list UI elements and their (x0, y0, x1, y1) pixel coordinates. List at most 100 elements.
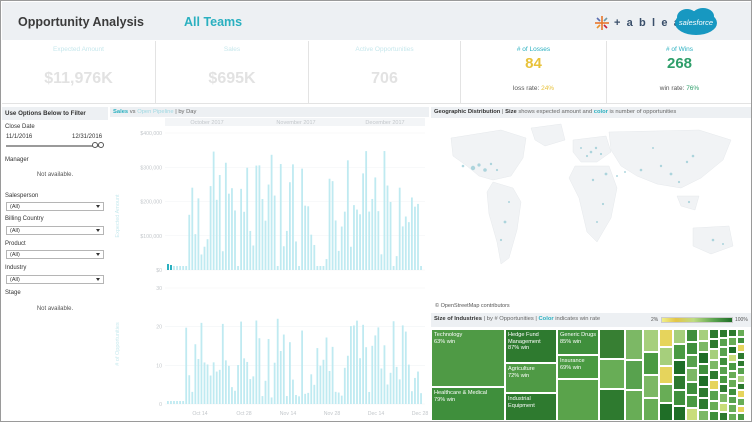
treemap-tile[interactable] (719, 329, 728, 339)
treemap-tile[interactable] (686, 355, 698, 369)
treemap-tile[interactable] (737, 367, 745, 375)
geo-desc-middle: shows expected amount and (516, 109, 594, 115)
treemap-tile[interactable] (719, 347, 728, 357)
treemap-tile[interactable] (737, 329, 745, 337)
treemap-tile[interactable] (643, 398, 659, 421)
treemap-tile[interactable] (698, 352, 709, 364)
treemap-tile[interactable] (599, 329, 625, 359)
treemap-tile[interactable] (698, 375, 709, 387)
industries-desc-b: indicates win rate (553, 316, 601, 322)
treemap-tile[interactable] (719, 384, 728, 394)
treemap-tile[interactable] (737, 344, 745, 352)
treemap-tile[interactable] (728, 395, 737, 405)
treemap-tile[interactable] (659, 402, 673, 421)
treemap-tile[interactable] (673, 329, 686, 345)
treemap-tile[interactable] (673, 344, 686, 360)
treemap-tile[interactable] (625, 359, 643, 391)
treemap-tile[interactable] (643, 352, 659, 375)
treemap-tile[interactable] (737, 398, 745, 406)
map-attribution[interactable]: © OpenStreetMap contributors (435, 303, 510, 309)
treemap-tile[interactable] (728, 337, 737, 346)
treemap-tile[interactable] (659, 329, 673, 348)
treemap-tile[interactable] (728, 387, 737, 396)
date-slider-start-handle[interactable] (92, 142, 98, 148)
treemap-tile[interactable] (643, 375, 659, 398)
treemap-tile[interactable] (686, 342, 698, 356)
treemap-tile[interactable] (709, 390, 719, 401)
treemap-tile[interactable] (698, 329, 709, 341)
treemap-tile[interactable] (659, 365, 673, 385)
treemap-tile[interactable] (737, 352, 745, 360)
treemap-tile[interactable]: Hedge Fund Management 87% win (505, 329, 557, 363)
treemap-tile[interactable] (737, 336, 745, 345)
treemap-tile[interactable] (737, 390, 745, 398)
amount-bar (282, 246, 285, 270)
treemap-tile[interactable] (686, 394, 698, 408)
treemap-tile[interactable] (599, 359, 625, 389)
treemap-tile[interactable] (709, 410, 719, 421)
treemap-tile[interactable] (643, 329, 659, 352)
treemap-tile[interactable] (686, 407, 698, 421)
treemap-tile[interactable] (719, 375, 728, 385)
treemap-tile[interactable] (737, 405, 745, 414)
treemap-tile[interactable] (709, 400, 719, 411)
treemap-tile[interactable] (709, 339, 719, 350)
treemap-tile[interactable] (686, 368, 698, 382)
treemap-tile[interactable] (728, 362, 737, 371)
date-slider-track[interactable] (6, 145, 100, 147)
treemap-tile[interactable] (686, 381, 698, 395)
treemap-tile[interactable] (709, 359, 719, 370)
treemap-tile[interactable] (728, 379, 737, 388)
treemap-tile[interactable] (719, 393, 728, 403)
amount-bar (331, 181, 334, 270)
industry-dropdown[interactable]: (All) (6, 275, 104, 284)
treemap-tile[interactable] (719, 411, 728, 421)
treemap-tile[interactable] (719, 338, 728, 348)
amount-bar (310, 234, 313, 270)
treemap-tile[interactable] (709, 380, 719, 391)
world-map[interactable] (431, 118, 751, 301)
treemap-tile[interactable]: Generic Drugs 85% win (557, 329, 599, 355)
treemap-tile[interactable] (728, 404, 737, 413)
treemap-tile[interactable]: Industrial Equipment (505, 393, 557, 421)
treemap-tile[interactable] (737, 375, 745, 383)
treemap-tile[interactable] (728, 345, 737, 355)
treemap-tile[interactable] (719, 356, 728, 366)
treemap-tile[interactable] (728, 329, 737, 338)
treemap-tile[interactable] (599, 389, 625, 421)
treemap-tile[interactable] (673, 390, 686, 406)
treemap-tile[interactable] (698, 386, 709, 398)
treemap-tile[interactable] (557, 379, 599, 421)
product-dropdown[interactable]: (All) (6, 250, 104, 259)
treemap-tile[interactable] (625, 329, 643, 360)
treemap-tile[interactable] (737, 359, 745, 368)
treemap-tile[interactable]: Healthcare & Medical 79% win (431, 387, 505, 421)
treemap-tile[interactable] (737, 382, 745, 391)
date-slider-end-handle[interactable] (98, 142, 104, 148)
treemap-tile[interactable] (659, 384, 673, 403)
treemap-tile[interactable] (673, 375, 686, 391)
treemap-tile[interactable] (673, 359, 686, 375)
treemap-tile[interactable] (709, 369, 719, 381)
treemap-tile[interactable] (698, 409, 709, 421)
treemap-tile[interactable] (698, 363, 709, 375)
treemap-tile[interactable]: Insurance 69% win (557, 355, 599, 379)
treemap-tile[interactable] (719, 365, 728, 375)
treemap-tile[interactable] (659, 347, 673, 366)
salesperson-dropdown[interactable]: (All) (6, 202, 104, 211)
treemap-tile[interactable] (709, 329, 719, 340)
treemap-tile[interactable] (719, 402, 728, 412)
treemap-tile[interactable] (673, 405, 686, 421)
treemap-tile[interactable] (698, 340, 709, 352)
treemap-tile[interactable] (728, 370, 737, 380)
billing-country-dropdown[interactable]: (All) (6, 226, 104, 235)
treemap-tile[interactable] (728, 354, 737, 363)
treemap-tile[interactable] (686, 329, 698, 343)
treemap-tile[interactable] (728, 412, 737, 421)
treemap-tile[interactable] (698, 398, 709, 410)
treemap-tile[interactable]: Agriculture 72% win (505, 363, 557, 393)
treemap-tile[interactable] (737, 413, 745, 421)
treemap-tile[interactable] (625, 390, 643, 421)
treemap-tile[interactable] (709, 349, 719, 360)
treemap-tile[interactable]: Technology 63% win (431, 329, 505, 387)
